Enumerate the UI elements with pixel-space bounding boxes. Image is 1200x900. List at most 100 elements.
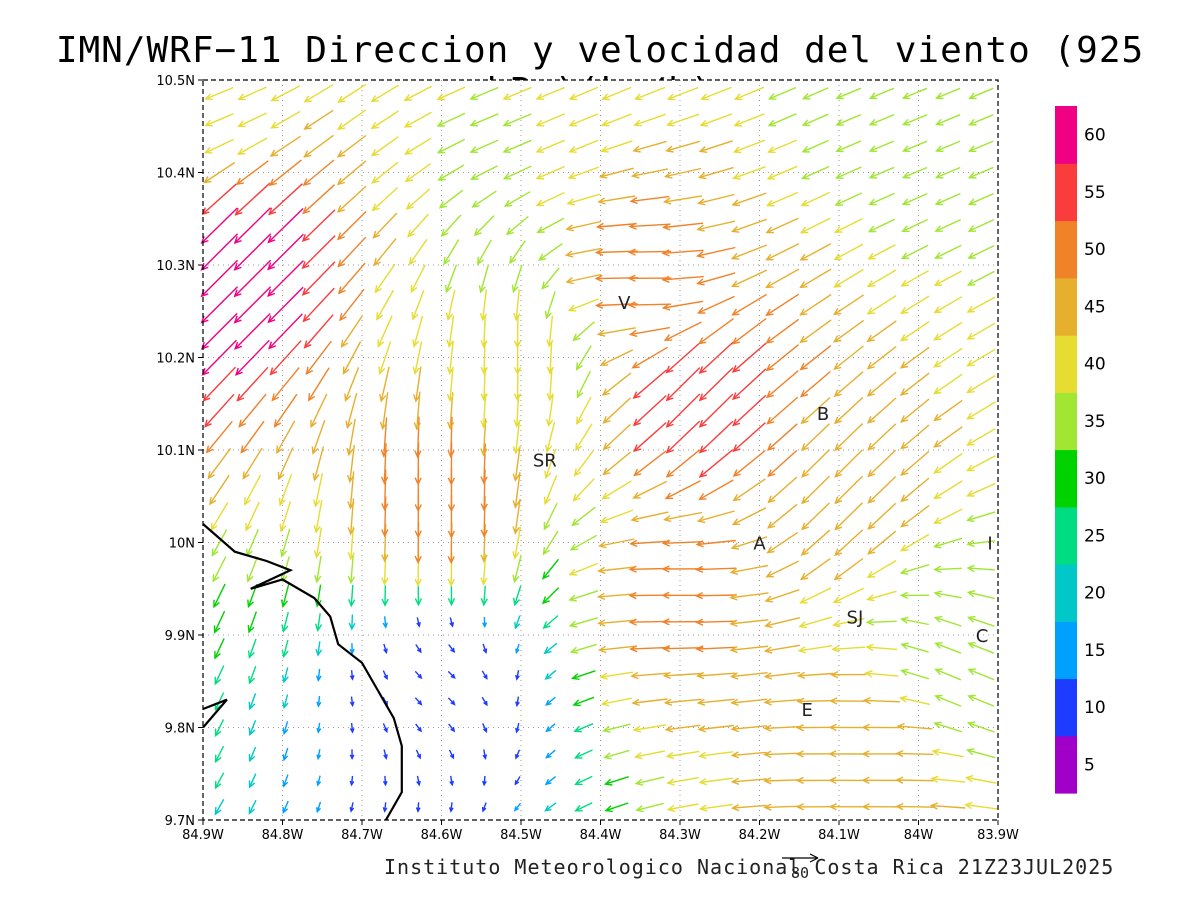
wind-vector bbox=[572, 696, 595, 707]
wind-vector bbox=[868, 114, 895, 126]
wind-vector bbox=[694, 591, 737, 600]
wind-vector bbox=[765, 370, 799, 399]
wind-vector bbox=[729, 619, 769, 627]
wind-vector bbox=[934, 244, 962, 259]
wind-vector bbox=[630, 671, 669, 680]
wind-vector bbox=[698, 341, 734, 374]
wind-vector bbox=[248, 666, 257, 685]
wind-vector bbox=[729, 592, 769, 601]
wind-vector bbox=[512, 446, 521, 482]
wind-vector bbox=[763, 803, 801, 811]
wind-vector bbox=[666, 776, 699, 786]
colorbar-swatch bbox=[1055, 277, 1077, 336]
wind-vector bbox=[796, 671, 834, 680]
wind-vector bbox=[934, 218, 961, 232]
x-tick-label: 84.4W bbox=[580, 828, 622, 843]
wind-vector bbox=[482, 616, 488, 629]
wind-vector bbox=[234, 182, 271, 216]
wind-vector bbox=[801, 475, 830, 505]
wind-vector bbox=[278, 474, 293, 507]
wind-vector bbox=[247, 611, 258, 634]
wind-vector bbox=[866, 345, 897, 370]
wind-vector bbox=[573, 749, 593, 759]
wind-vector bbox=[211, 529, 228, 557]
wind-vector bbox=[567, 298, 599, 312]
wind-vector bbox=[480, 469, 488, 512]
wind-vector bbox=[312, 446, 325, 482]
wind-vector bbox=[829, 697, 868, 705]
wind-vector bbox=[245, 501, 260, 532]
wind-vector bbox=[313, 472, 324, 508]
wind-vector bbox=[967, 192, 994, 206]
wind-vector bbox=[661, 249, 704, 257]
wind-vector bbox=[542, 615, 559, 629]
wind-vector bbox=[632, 369, 668, 400]
lat-lon-grid bbox=[203, 80, 998, 820]
wind-vector bbox=[732, 422, 766, 453]
wind-vector bbox=[440, 214, 462, 237]
wind-vector bbox=[799, 345, 832, 371]
wind-vector bbox=[280, 584, 290, 608]
wind-vector bbox=[833, 557, 864, 581]
wind-vector bbox=[801, 113, 829, 127]
wind-vector bbox=[545, 723, 556, 733]
wind-vector bbox=[201, 339, 237, 376]
wind-vector bbox=[628, 222, 671, 230]
wind-vector bbox=[866, 294, 897, 315]
wind-vector bbox=[966, 539, 996, 548]
wind-vector bbox=[279, 501, 292, 533]
city-label: C bbox=[976, 626, 989, 647]
wind-vector bbox=[867, 423, 897, 451]
wind-vector bbox=[698, 140, 733, 153]
wind-vector bbox=[415, 723, 422, 733]
reference-vector-arrowhead bbox=[809, 853, 819, 863]
wind-vector bbox=[663, 511, 703, 523]
wind-vector bbox=[569, 643, 597, 654]
wind-vector bbox=[370, 84, 399, 103]
wind-vector bbox=[407, 213, 430, 238]
wind-vector bbox=[730, 751, 767, 759]
wind-vector bbox=[631, 346, 668, 369]
wind-vector bbox=[828, 803, 868, 811]
wind-vector bbox=[436, 86, 466, 101]
wind-vector bbox=[213, 583, 226, 609]
wind-vector bbox=[698, 479, 734, 501]
wind-vector bbox=[900, 398, 930, 423]
wind-vector bbox=[602, 397, 631, 424]
wind-vector bbox=[633, 422, 667, 453]
colorbar-label: 50 bbox=[1084, 240, 1106, 260]
wind-vector bbox=[513, 585, 522, 607]
wind-vector bbox=[966, 615, 995, 627]
wind-vector bbox=[502, 113, 532, 127]
wind-vector bbox=[414, 416, 422, 459]
wind-vector bbox=[698, 367, 734, 402]
wind-vector bbox=[632, 140, 667, 153]
wind-vector bbox=[345, 392, 358, 430]
wind-vector bbox=[899, 372, 930, 396]
wind-vector bbox=[834, 422, 864, 452]
wind-vector bbox=[513, 802, 522, 812]
wind-vector bbox=[542, 530, 559, 556]
wind-vector bbox=[864, 670, 899, 678]
y-tick-label: 9.9N bbox=[165, 629, 195, 644]
wind-vector bbox=[281, 639, 289, 659]
wind-vector bbox=[544, 291, 556, 320]
wind-vector bbox=[934, 192, 961, 206]
wind-vector bbox=[661, 644, 704, 653]
wind-vector bbox=[767, 139, 797, 154]
wind-vector bbox=[372, 212, 398, 239]
wind-vector bbox=[204, 86, 234, 100]
wind-vector bbox=[696, 246, 736, 259]
wind-vector bbox=[795, 723, 835, 732]
wind-vector bbox=[268, 159, 302, 187]
wind-vector bbox=[867, 530, 897, 555]
wind-vector bbox=[415, 749, 421, 760]
wind-vector bbox=[303, 109, 334, 130]
wind-vector bbox=[627, 248, 672, 256]
wind-vector bbox=[868, 87, 895, 100]
wind-vector bbox=[381, 585, 389, 607]
colorbar-swatch bbox=[1055, 392, 1077, 451]
wind-vector bbox=[315, 641, 323, 657]
wind-vector bbox=[380, 443, 389, 485]
wind-vector bbox=[665, 140, 701, 153]
